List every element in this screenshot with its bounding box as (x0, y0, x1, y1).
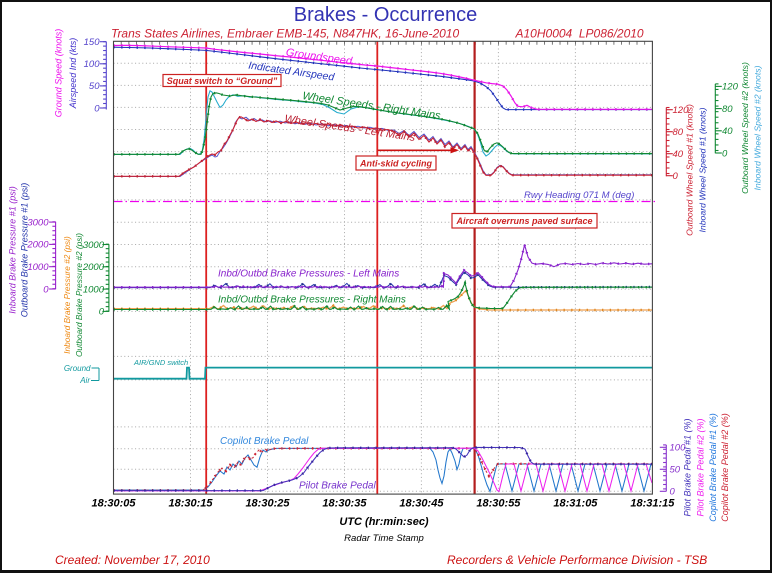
svg-text:Outboard Brake Pressure #2 (ps: Outboard Brake Pressure #2 (psi) (74, 233, 84, 357)
svg-text:Inbd/Outbd Brake Pressures - R: Inbd/Outbd Brake Pressures - Right Mains (218, 295, 406, 306)
svg-text:Inboard Wheel Speed #2 (knots): Inboard Wheel Speed #2 (knots) (753, 65, 763, 190)
svg-text:Outboard Brake Pressure #1 (ps: Outboard Brake Pressure #1 (psi) (20, 183, 30, 318)
svg-text:100: 100 (670, 443, 687, 454)
svg-text:0: 0 (43, 284, 49, 295)
svg-text:Squat switch to “Ground”: Squat switch to “Ground” (167, 76, 278, 86)
svg-text:Anti-skid cycling: Anti-skid cycling (359, 158, 433, 168)
svg-text:Recorders & Vehicle Performanc: Recorders & Vehicle Performance Division… (447, 553, 707, 567)
svg-text:40: 40 (673, 149, 684, 160)
svg-text:Rwy Heading 071 M (deg): Rwy Heading 071 M (deg) (524, 190, 634, 201)
svg-text:Outboard Wheel Speed #1 (knots: Outboard Wheel Speed #1 (knots) (685, 104, 695, 236)
svg-text:Radar Time Stamp: Radar Time Stamp (344, 533, 424, 544)
svg-text:18:30:45: 18:30:45 (399, 498, 444, 510)
svg-text:18:30:55: 18:30:55 (476, 498, 521, 510)
svg-text:Airspeed Ind (kts): Airspeed Ind (kts) (68, 38, 78, 110)
svg-text:Outboard Wheel Speed #2 (knots: Outboard Wheel Speed #2 (knots) (740, 62, 750, 194)
svg-text:150: 150 (84, 37, 101, 48)
svg-text:2000: 2000 (26, 240, 49, 251)
svg-text:18:31:05: 18:31:05 (553, 498, 598, 510)
svg-text:0: 0 (99, 307, 105, 318)
svg-text:Inboard Brake Pressure #1 (psi: Inboard Brake Pressure #1 (psi) (8, 186, 18, 314)
svg-text:40: 40 (722, 126, 733, 137)
svg-text:Aircraft overruns paved surfac: Aircraft overruns paved surface (455, 216, 592, 226)
svg-text:120: 120 (722, 82, 739, 93)
svg-text:0: 0 (670, 487, 676, 498)
svg-text:80: 80 (673, 127, 684, 138)
svg-text:Inboard Wheel Speed #1 (knots): Inboard Wheel Speed #1 (knots) (698, 107, 708, 232)
svg-text:Trans States Airlines, Embraer: Trans States Airlines, Embraer EMB-145, … (111, 27, 459, 41)
svg-text:1000: 1000 (83, 284, 105, 295)
svg-text:120: 120 (673, 105, 690, 116)
svg-text:1000: 1000 (27, 262, 49, 273)
svg-text:18:30:05: 18:30:05 (91, 498, 136, 510)
svg-text:50: 50 (89, 81, 100, 92)
svg-text:Copilot Brake Pedal: Copilot Brake Pedal (220, 436, 309, 447)
svg-text:Inbd/Outbd Brake Pressures - L: Inbd/Outbd Brake Pressures - Left Mains (218, 269, 399, 280)
svg-text:0: 0 (94, 103, 100, 114)
svg-text:UTC (hr:min:sec): UTC (hr:min:sec) (339, 516, 429, 528)
svg-text:18:30:25: 18:30:25 (245, 498, 290, 510)
svg-text:Pilot Brake Pedal #1 (%): Pilot Brake Pedal #1 (%) (683, 418, 693, 516)
svg-text:Ground: Ground (64, 364, 91, 373)
svg-text:0: 0 (673, 171, 679, 182)
svg-text:100: 100 (84, 59, 101, 70)
svg-text:18:30:15: 18:30:15 (168, 498, 213, 510)
svg-text:Pilot Brake Pedal: Pilot Brake Pedal (299, 481, 376, 492)
svg-text:Ground Speed (knots): Ground Speed (knots) (54, 29, 64, 118)
svg-text:Air: Air (79, 376, 90, 385)
svg-text:3000: 3000 (27, 217, 49, 228)
svg-text:Pilot Brake Pedal #2 (%): Pilot Brake Pedal #2 (%) (696, 418, 706, 516)
svg-text:Inboard Brake Pressure #2 (psi: Inboard Brake Pressure #2 (psi) (62, 236, 72, 354)
svg-text:A10H0004 LP086/2010: A10H0004 LP086/2010 (515, 27, 644, 41)
svg-text:18:30:35: 18:30:35 (322, 498, 367, 510)
svg-text:Created: November 17, 2010: Created: November 17, 2010 (55, 553, 210, 567)
svg-text:AIR/GND switch: AIR/GND switch (133, 358, 188, 367)
svg-text:0: 0 (722, 148, 728, 159)
svg-text:Brakes - Occurrence: Brakes - Occurrence (294, 4, 477, 26)
svg-text:3000: 3000 (83, 240, 105, 251)
svg-text:80: 80 (722, 104, 733, 115)
svg-text:2000: 2000 (82, 262, 105, 273)
svg-text:50: 50 (670, 465, 681, 476)
svg-text:Copilot Brake Pedal #2 (%): Copilot Brake Pedal #2 (%) (720, 413, 730, 522)
svg-text:Copilot Brake Pedal #1 (%): Copilot Brake Pedal #1 (%) (708, 413, 718, 522)
svg-text:18:31:15: 18:31:15 (630, 498, 675, 510)
